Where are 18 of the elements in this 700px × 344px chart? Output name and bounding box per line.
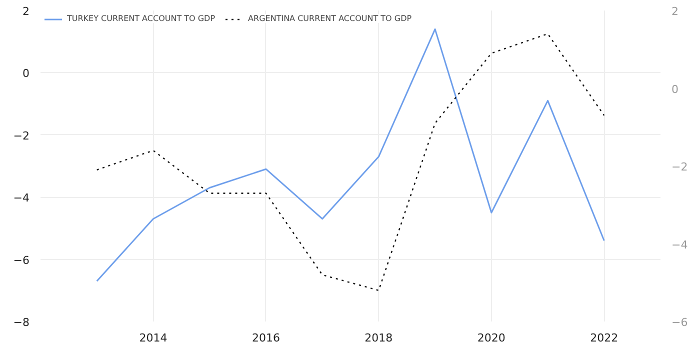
x-tick-label: 2022: [590, 332, 618, 344]
y2-tick-label: −2: [672, 160, 688, 174]
x-tick-label: 2016: [252, 332, 280, 344]
y-tick-label: 2: [22, 5, 30, 18]
x-tick-label: 2020: [477, 332, 506, 344]
legend-label: TURKEY CURRENT ACCOUNT TO GDP: [67, 14, 216, 23]
y2-tick-label: 0: [672, 82, 678, 96]
x-tick-label: 2018: [364, 332, 393, 344]
y-tick-label: 0: [22, 67, 30, 80]
y2-tick-label: −6: [672, 316, 688, 329]
y-tick-label: −4: [13, 192, 30, 205]
y-tick-label: −8: [13, 316, 30, 329]
y2-tick-label: −4: [672, 238, 688, 252]
legend-label: ARGENTINA CURRENT ACCOUNT TO GDP: [248, 14, 412, 23]
y-tick-label: −2: [13, 129, 30, 142]
y-tick-label: −6: [13, 254, 30, 267]
x-tick-label: 2014: [139, 332, 168, 344]
y2-tick-label: 2: [672, 5, 678, 18]
